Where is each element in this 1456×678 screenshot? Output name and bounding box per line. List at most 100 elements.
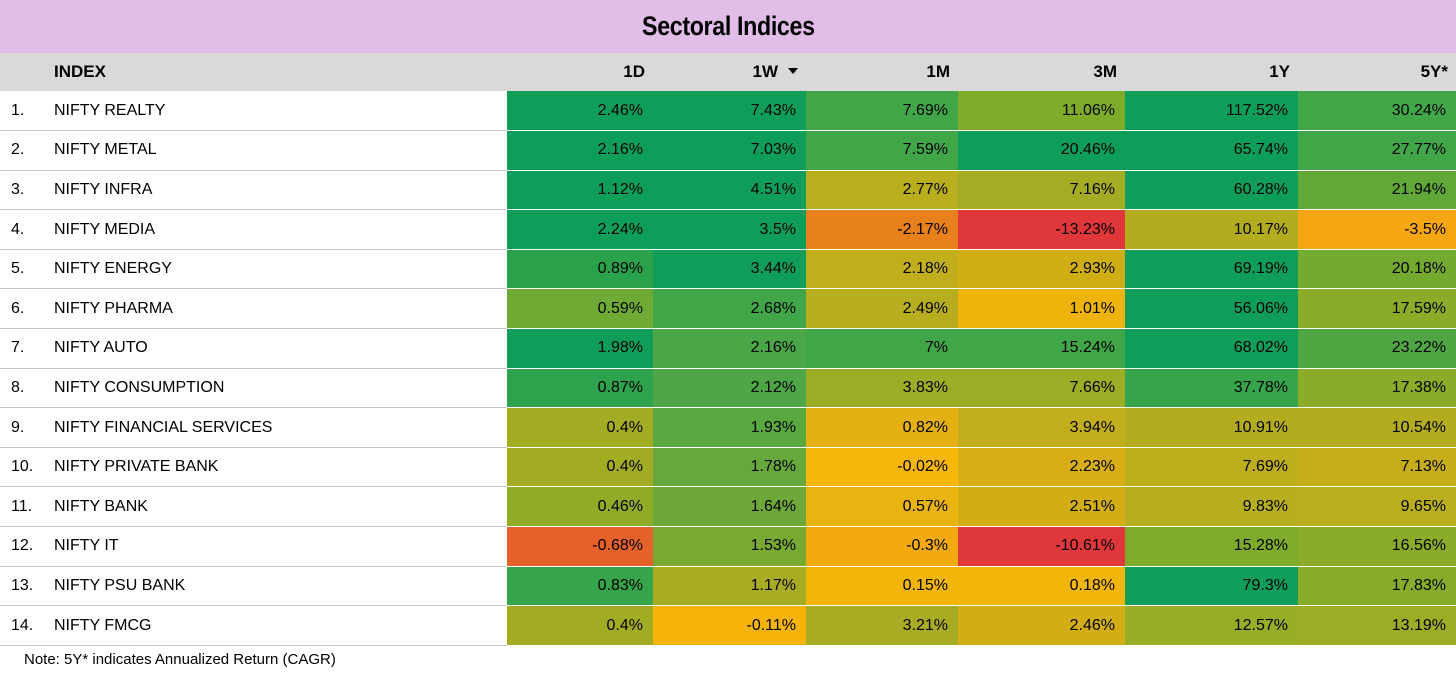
header-3m[interactable]: 3M: [1093, 62, 1117, 81]
index-name: NIFTY INFRA: [42, 170, 507, 211]
row-rank: 13.: [0, 566, 42, 607]
return-cell-3m: 0.18%: [958, 566, 1125, 606]
table-row: 13. NIFTY PSU BANK 0.83% 1.17% 0.15% 0.18% 79.…: [0, 566, 1456, 607]
return-cell-5y: 7.13%: [1298, 447, 1456, 487]
table-row: 3. NIFTY INFRA 1.12% 4.51% 2.77% 7.16% 60.28% 2…: [0, 170, 1456, 211]
return-cell-1m: 2.77%: [806, 170, 958, 210]
row-rank: 6.: [0, 288, 42, 330]
header-5y[interactable]: 5Y*: [1420, 62, 1448, 81]
return-cell-1y: 65.74%: [1125, 130, 1298, 171]
return-cell-5y: 9.65%: [1298, 486, 1456, 527]
footnote: Note: 5Y* indicates Annualized Return (C…: [24, 651, 336, 668]
table-row: 14. NIFTY FMCG 0.4% -0.11% 3.21% 2.46% 12.57% 1…: [0, 605, 1456, 646]
return-cell-1m: 7.69%: [806, 91, 958, 131]
index-name: NIFTY AUTO: [42, 328, 507, 369]
return-cell-1m: 0.15%: [806, 566, 958, 606]
return-cell-1w: 1.53%: [653, 526, 806, 567]
return-cell-3m: -10.61%: [958, 526, 1125, 567]
return-cell-1w: 7.43%: [653, 91, 806, 131]
return-cell-1y: 60.28%: [1125, 170, 1298, 210]
return-cell-1y: 117.52%: [1125, 91, 1298, 131]
return-cell-5y: 30.24%: [1298, 91, 1456, 131]
table-row: 2. NIFTY METAL 2.16% 7.03% 7.59% 20.46% 65.74%…: [0, 130, 1456, 171]
table-row: 5. NIFTY ENERGY 0.89% 3.44% 2.18% 2.93% 69.19%…: [0, 249, 1456, 290]
row-rank: 11.: [0, 486, 42, 528]
return-cell-5y: 10.54%: [1298, 407, 1456, 448]
return-cell-1m: 0.57%: [806, 486, 958, 527]
return-cell-1w: 2.16%: [653, 328, 806, 369]
row-rank: 8.: [0, 368, 42, 409]
return-cell-1w: 1.93%: [653, 407, 806, 448]
page-title: Sectoral Indices: [641, 11, 815, 41]
row-rank: 4.: [0, 209, 42, 250]
row-rank: 3.: [0, 170, 42, 211]
return-cell-1y: 56.06%: [1125, 288, 1298, 329]
return-cell-1d: 0.4%: [507, 407, 653, 448]
table-row: 6. NIFTY PHARMA 0.59% 2.68% 2.49% 1.01% 56.06%…: [0, 288, 1456, 330]
return-cell-5y: 27.77%: [1298, 130, 1456, 171]
header-rank: [0, 53, 42, 91]
sectoral-indices-table: INDEX 1D 1W 1M 3M 1Y 5Y* 1. NIFTY REALTY 2.46% 7.…: [0, 53, 1456, 646]
return-cell-1d: 2.24%: [507, 209, 653, 250]
return-cell-1y: 37.78%: [1125, 368, 1298, 408]
return-cell-1d: 2.46%: [507, 91, 653, 131]
table-row: 9. NIFTY FINANCIAL SERVICES 0.4% 1.93% 0.82%…: [0, 407, 1456, 448]
header-row: INDEX 1D 1W 1M 3M 1Y 5Y*: [0, 53, 1456, 91]
return-cell-3m: 15.24%: [958, 328, 1125, 369]
return-cell-1w: 3.5%: [653, 209, 806, 250]
return-cell-1d: 0.4%: [507, 447, 653, 487]
index-name: NIFTY FMCG: [42, 605, 507, 646]
index-name: NIFTY FINANCIAL SERVICES: [42, 407, 507, 448]
row-rank: 12.: [0, 526, 42, 567]
return-cell-5y: 21.94%: [1298, 170, 1456, 210]
return-cell-1w: 2.68%: [653, 288, 806, 329]
return-cell-5y: -3.5%: [1298, 209, 1456, 250]
sort-descending-icon[interactable]: [788, 67, 798, 74]
return-cell-1y: 15.28%: [1125, 526, 1298, 567]
return-cell-1d: 0.89%: [507, 249, 653, 289]
table-body: 1. NIFTY REALTY 2.46% 7.43% 7.69% 11.06% 117.5…: [0, 91, 1456, 646]
return-cell-5y: 17.83%: [1298, 566, 1456, 606]
index-name: NIFTY IT: [42, 526, 507, 567]
return-cell-3m: 7.66%: [958, 368, 1125, 408]
return-cell-3m: 2.23%: [958, 447, 1125, 487]
row-rank: 2.: [0, 130, 42, 171]
table-row: 12. NIFTY IT -0.68% 1.53% -0.3% -10.61% 15.28%…: [0, 526, 1456, 567]
index-name: NIFTY MEDIA: [42, 209, 507, 250]
return-cell-1y: 9.83%: [1125, 486, 1298, 527]
return-cell-5y: 13.19%: [1298, 605, 1456, 646]
return-cell-1m: 3.83%: [806, 368, 958, 408]
return-cell-1y: 79.3%: [1125, 566, 1298, 606]
return-cell-1y: 68.02%: [1125, 328, 1298, 369]
return-cell-1y: 69.19%: [1125, 249, 1298, 289]
header-1y[interactable]: 1Y: [1269, 62, 1290, 81]
return-cell-1y: 12.57%: [1125, 605, 1298, 646]
row-rank: 14.: [0, 605, 42, 646]
header-1w[interactable]: 1W: [653, 53, 806, 91]
return-cell-5y: 20.18%: [1298, 249, 1456, 289]
index-name: NIFTY PHARMA: [42, 288, 507, 330]
return-cell-1w: 4.51%: [653, 170, 806, 210]
return-cell-5y: 17.59%: [1298, 288, 1456, 329]
return-cell-3m: 3.94%: [958, 407, 1125, 448]
header-1d[interactable]: 1D: [623, 62, 645, 81]
return-cell-3m: 20.46%: [958, 130, 1125, 171]
return-cell-1d: 0.4%: [507, 605, 653, 646]
return-cell-1d: 2.16%: [507, 130, 653, 171]
return-cell-1d: 0.46%: [507, 486, 653, 527]
return-cell-3m: 2.51%: [958, 486, 1125, 527]
return-cell-1d: 0.83%: [507, 566, 653, 606]
header-1m[interactable]: 1M: [926, 62, 950, 81]
return-cell-1d: 0.87%: [507, 368, 653, 408]
title-bar: Sectoral Indices: [0, 0, 1456, 53]
row-rank: 5.: [0, 249, 42, 290]
return-cell-1m: 7%: [806, 328, 958, 369]
table-row: 4. NIFTY MEDIA 2.24% 3.5% -2.17% -13.23% 10.17…: [0, 209, 1456, 250]
index-name: NIFTY PRIVATE BANK: [42, 447, 507, 488]
header-index[interactable]: INDEX: [54, 62, 106, 81]
return-cell-5y: 17.38%: [1298, 368, 1456, 408]
return-cell-1y: 10.17%: [1125, 209, 1298, 250]
index-name: NIFTY METAL: [42, 130, 507, 171]
return-cell-1d: 1.12%: [507, 170, 653, 210]
return-cell-1m: 2.49%: [806, 288, 958, 329]
